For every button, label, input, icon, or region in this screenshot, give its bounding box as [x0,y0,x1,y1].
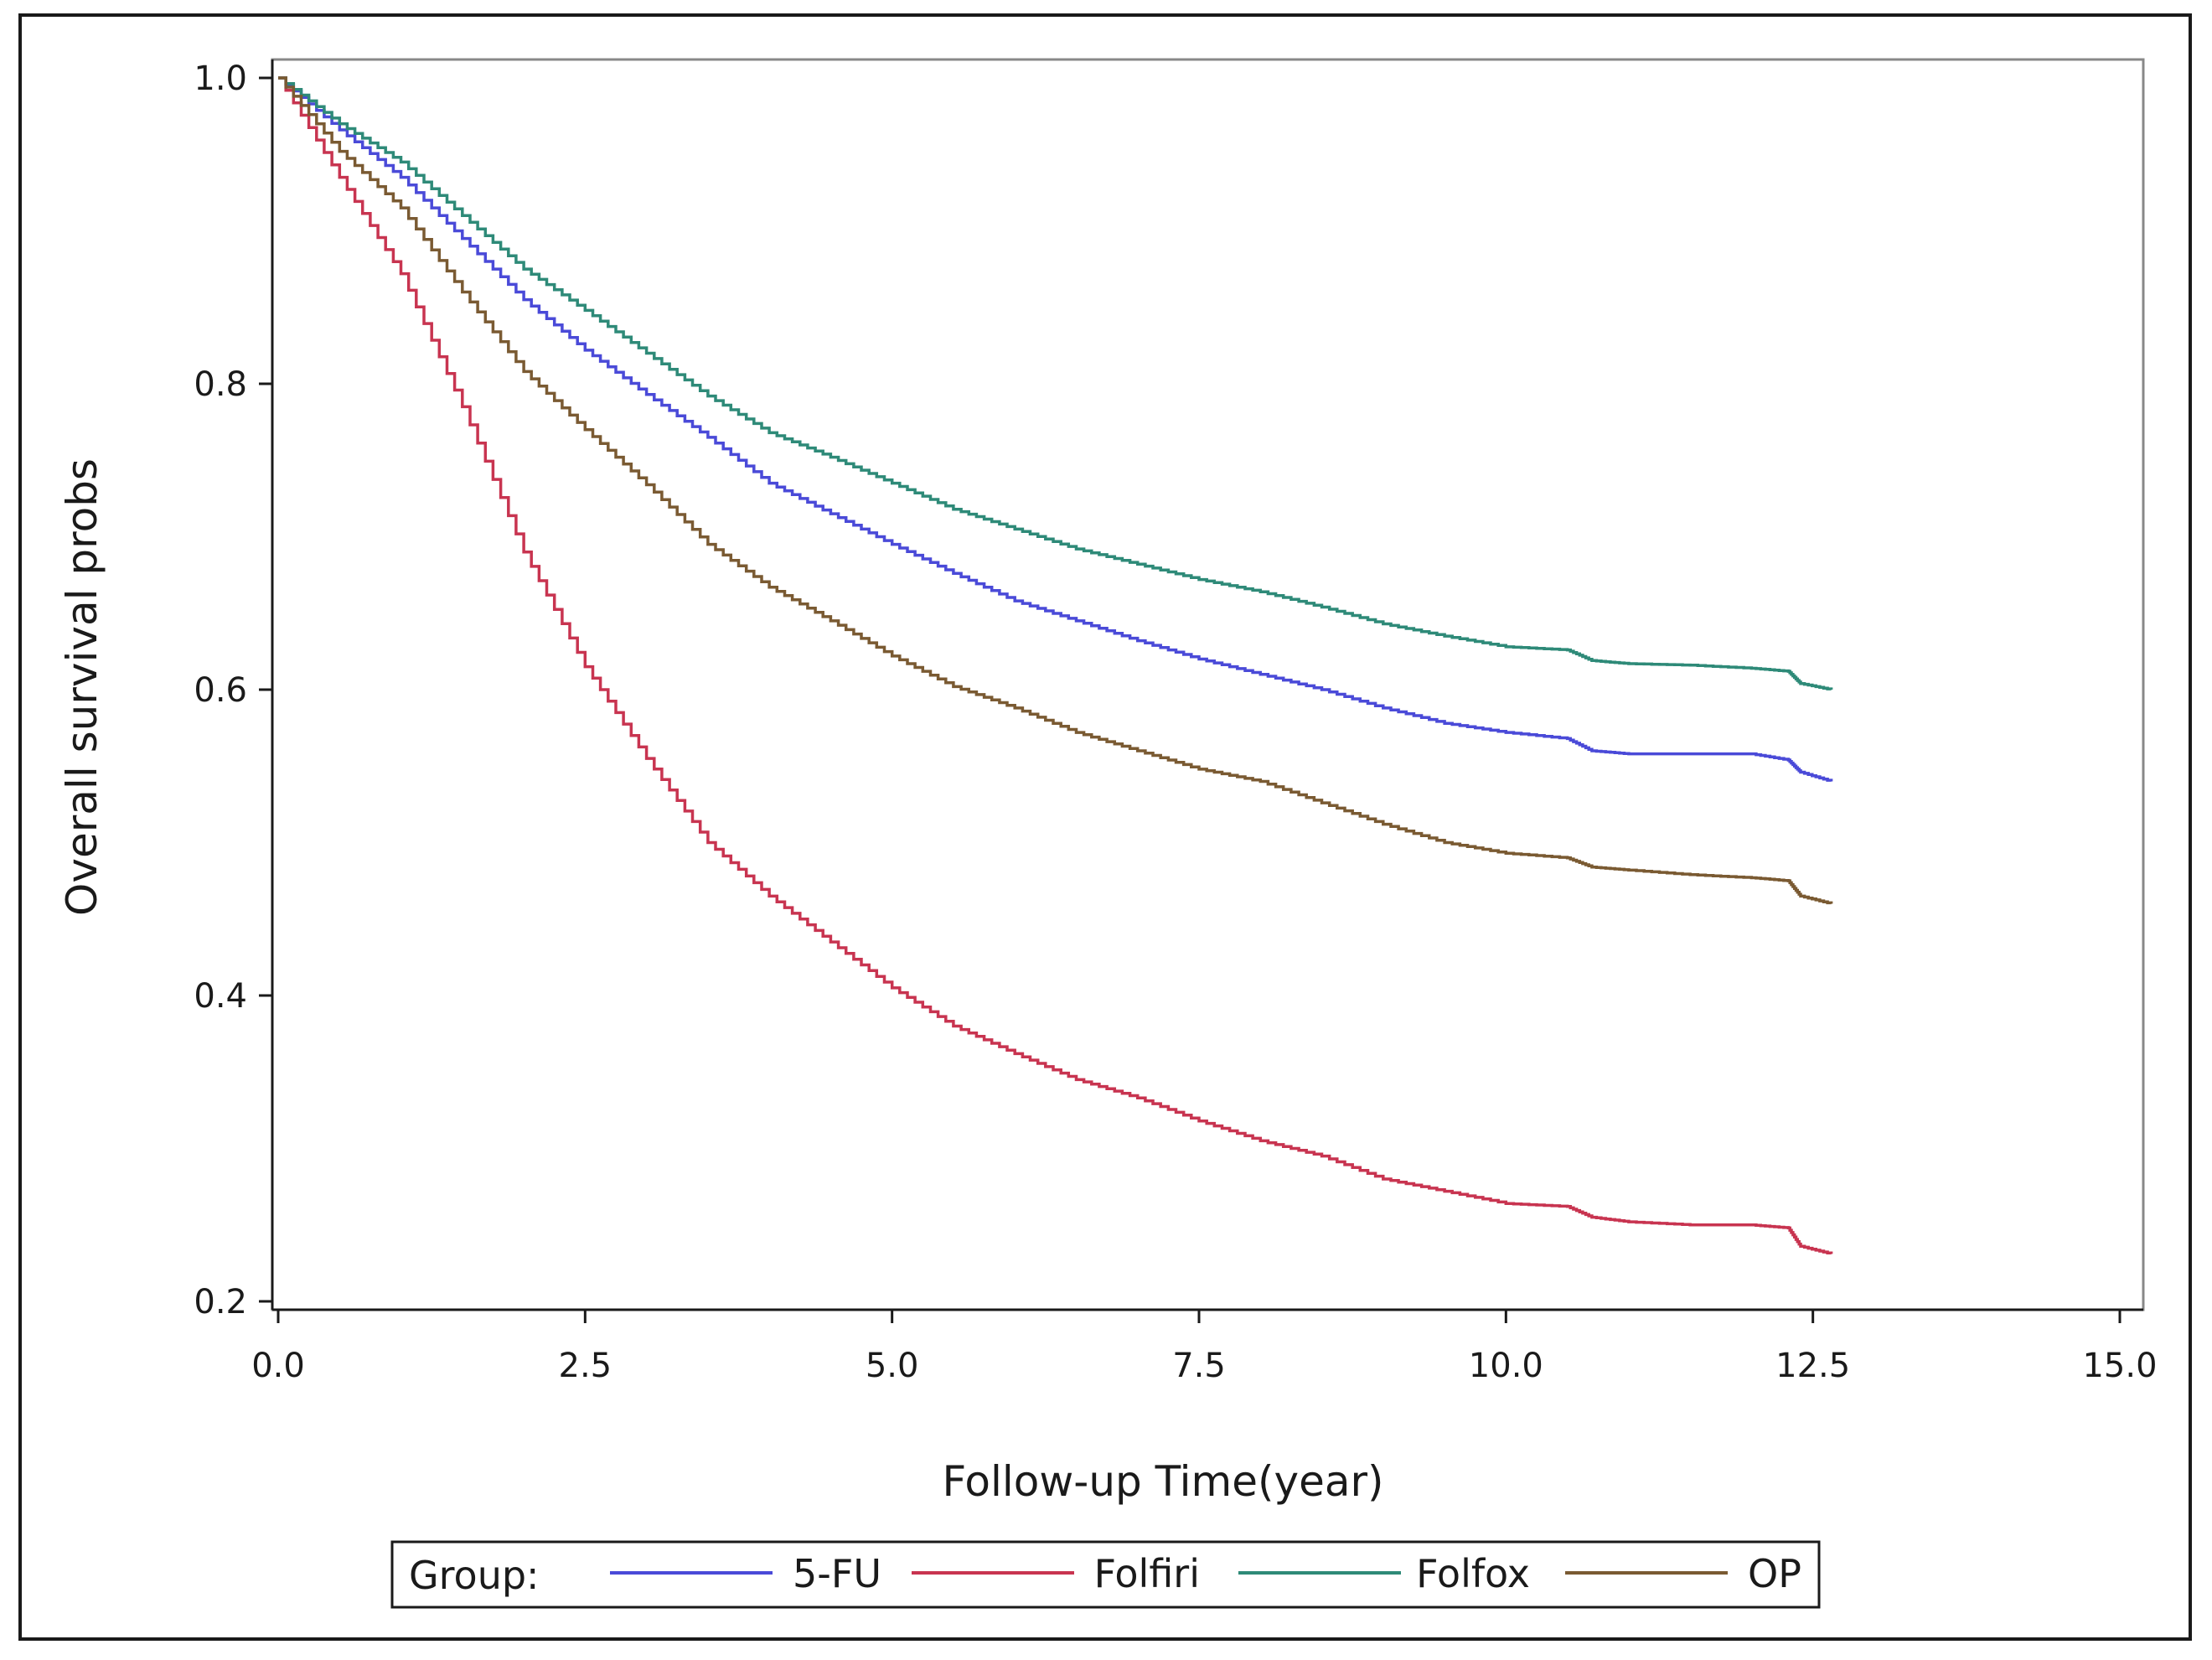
legend-label-op: OP [1748,1551,1801,1596]
x-axis-title: Follow-up Time(year) [942,1457,1383,1506]
series-line-folfiri [278,76,1833,1255]
x-tick-label: 5.0 [866,1347,919,1385]
y-tick-label: 0.8 [194,365,247,404]
y-tick-label: 0.6 [194,671,247,710]
figure-frame [18,13,2192,1641]
y-tick-label: 0.4 [194,977,247,1016]
legend-label-folfiri: Folfiri [1094,1551,1200,1596]
series-line-folfox [278,76,1833,690]
x-tick-label: 7.5 [1172,1347,1226,1385]
series-line-op [278,76,1833,905]
legend-title: Group: [409,1553,540,1598]
legend-group: 5-FU Folfiri Folfox OP [610,1551,1801,1596]
x-tick-label: 12.5 [1775,1347,1850,1385]
y-axis-title: Overall survival probs [58,458,106,916]
series-group [278,76,1833,1255]
y-tick-label: 0.2 [194,1283,247,1321]
ticks-group: 0.0 2.5 5.0 7.5 10.0 12.5 15.0 0.2 0.4 0.6 0.8 1.0 [194,59,2157,1385]
legend-label-5-fu: 5-FU [793,1551,881,1596]
legend-label-folfox: Folfox [1416,1551,1530,1596]
y-tick-label: 1.0 [194,59,247,98]
series-line-5-fu [278,76,1833,782]
x-tick-label: 15.0 [2082,1347,2157,1385]
x-tick-label: 0.0 [251,1347,305,1385]
x-tick-label: 10.0 [1469,1347,1543,1385]
x-tick-label: 2.5 [559,1347,612,1385]
